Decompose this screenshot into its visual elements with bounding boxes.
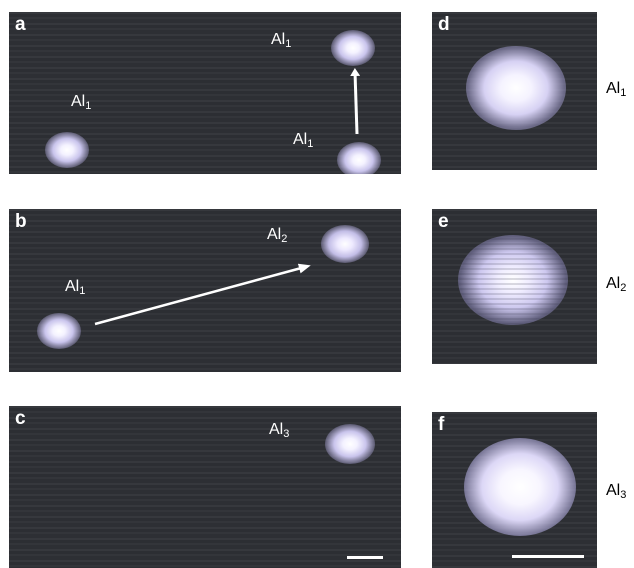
panel-e-stm-zoom: e [432,209,597,364]
panel-c-stm-image: c Al3 [9,406,401,568]
atom-zoom-al3 [464,438,576,536]
atom-bottom-right [337,142,381,174]
atom-zoom-al1 [466,46,566,130]
scale-bar [512,555,584,558]
panel-a-letter: a [15,14,26,35]
atom-left [37,313,81,349]
movement-arrow-b [94,263,311,326]
panel-a-stm-image: a Al1 Al1 Al1 [9,12,401,174]
label-al1-top: Al1 [271,31,292,50]
panel-b-stm-image: b Al2 Al1 [9,209,401,372]
label-al1-bottom: Al1 [293,131,314,150]
panel-e-letter: e [438,211,449,232]
atom-top-right [331,30,375,66]
side-label-al1: Al1 [606,80,627,99]
side-label-al2: Al2 [606,275,627,294]
panel-f-letter: f [438,414,445,435]
label-al1-left: Al1 [71,93,92,112]
side-label-al3: Al3 [606,482,627,501]
movement-arrow-a [350,68,361,135]
panel-b-letter: b [15,211,27,232]
scale-bar [347,556,383,559]
atom-right [325,424,375,464]
atom-right [321,225,369,263]
panel-f-stm-zoom: f [432,412,597,568]
label-al1: Al1 [65,278,86,297]
atom-zoom-al2 [458,235,568,325]
panel-d-letter: d [438,14,450,35]
atom-left [45,132,89,168]
label-al2: Al2 [267,226,288,245]
panel-d-stm-zoom: d [432,12,597,170]
panel-c-letter: c [15,408,26,429]
label-al3: Al3 [269,421,290,440]
